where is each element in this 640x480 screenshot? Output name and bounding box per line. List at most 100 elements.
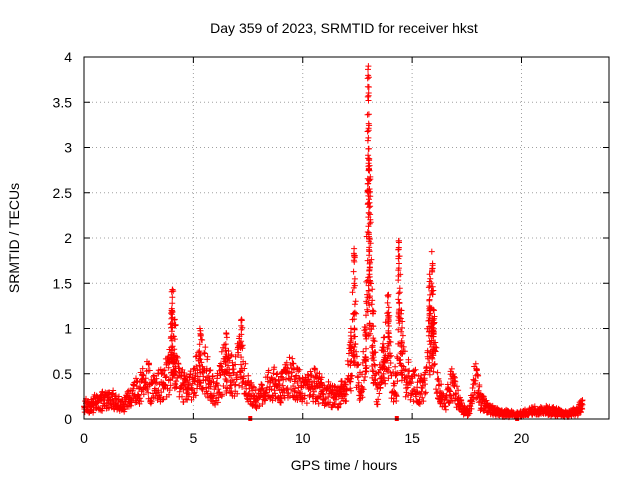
data-point — [427, 275, 434, 282]
data-point — [347, 332, 354, 339]
data-point — [384, 368, 391, 375]
data-point — [286, 354, 293, 361]
data-point — [186, 381, 193, 388]
data-point — [408, 379, 415, 385]
data-point — [99, 388, 106, 395]
data-point — [384, 299, 391, 306]
data-point — [350, 284, 357, 291]
data-point — [237, 374, 244, 381]
data-point — [366, 244, 373, 251]
data-point — [426, 359, 433, 366]
data-point — [428, 365, 435, 372]
data-point — [171, 316, 178, 323]
data-point — [238, 322, 245, 329]
data-point — [223, 369, 230, 376]
data-point — [331, 401, 337, 408]
data-point — [341, 390, 348, 397]
data-point — [468, 405, 475, 412]
y-axis-label: SRMTID / TECUs — [6, 183, 22, 293]
data-point — [367, 211, 374, 218]
data-point — [452, 378, 459, 385]
data-point — [249, 383, 256, 390]
data-point — [273, 371, 280, 378]
data-point — [366, 162, 373, 169]
data-point — [359, 385, 366, 391]
data-point — [448, 375, 454, 382]
data-point — [366, 167, 373, 174]
data-point — [223, 330, 230, 336]
data-point — [214, 399, 221, 406]
data-point — [136, 395, 143, 402]
data-point — [353, 348, 360, 355]
data-point — [237, 343, 244, 350]
data-point — [223, 378, 230, 385]
data-point — [425, 284, 432, 291]
data-point — [315, 400, 322, 407]
data-point — [352, 333, 358, 340]
data-point — [312, 365, 319, 372]
data-point — [365, 155, 371, 162]
y-tick-label: 4 — [64, 49, 72, 65]
data-point — [303, 400, 310, 407]
data-point — [110, 387, 117, 394]
data-point — [430, 331, 437, 338]
data-point — [236, 339, 243, 346]
data-point — [366, 302, 373, 309]
data-point — [172, 368, 179, 375]
data-point — [337, 400, 344, 407]
data-point — [277, 373, 284, 380]
data-point — [360, 348, 367, 355]
data-point — [349, 289, 356, 296]
data-point — [365, 63, 372, 70]
data-point — [366, 220, 373, 227]
data-point — [396, 239, 402, 246]
data-point — [368, 256, 375, 263]
data-point — [395, 273, 402, 279]
data-point — [206, 367, 213, 374]
data-point — [140, 372, 147, 378]
data-point — [366, 264, 373, 271]
data-series-srmtid — [81, 63, 586, 421]
y-tick-label: 3 — [64, 140, 72, 156]
data-point — [165, 364, 172, 371]
data-point — [433, 386, 439, 393]
x-axis: 0 5 10 15 20 — [80, 57, 529, 446]
data-point — [365, 84, 372, 90]
data-point — [171, 350, 178, 357]
data-point — [434, 389, 441, 396]
y-tick-label: 2.5 — [53, 185, 73, 201]
y-tick-label: 3.5 — [53, 94, 73, 110]
data-point — [416, 401, 423, 407]
data-point — [362, 329, 369, 336]
data-point — [409, 390, 415, 397]
data-point — [127, 402, 134, 409]
data-point — [429, 291, 436, 298]
data-point — [170, 359, 177, 366]
data-point — [166, 391, 172, 398]
data-point — [352, 298, 359, 305]
data-point — [238, 354, 245, 361]
data-point — [227, 389, 234, 396]
data-point — [232, 381, 239, 388]
data-point — [381, 354, 388, 361]
data-point — [171, 336, 178, 343]
data-point — [197, 369, 204, 376]
data-point — [395, 255, 402, 262]
x-tick-label: 15 — [404, 430, 420, 446]
y-tick-label: 1.5 — [53, 275, 73, 291]
data-point — [146, 361, 152, 368]
data-point — [412, 366, 419, 373]
data-point — [365, 97, 372, 104]
data-point — [172, 356, 179, 363]
data-point — [234, 372, 241, 378]
data-point — [169, 294, 176, 301]
data-point — [112, 395, 119, 402]
data-point — [331, 383, 338, 390]
data-point — [162, 374, 169, 381]
data-point — [202, 344, 209, 351]
data-point — [577, 409, 584, 416]
data-point — [385, 330, 392, 337]
data-point — [179, 366, 186, 373]
data-point — [351, 275, 358, 282]
data-point — [362, 368, 369, 375]
